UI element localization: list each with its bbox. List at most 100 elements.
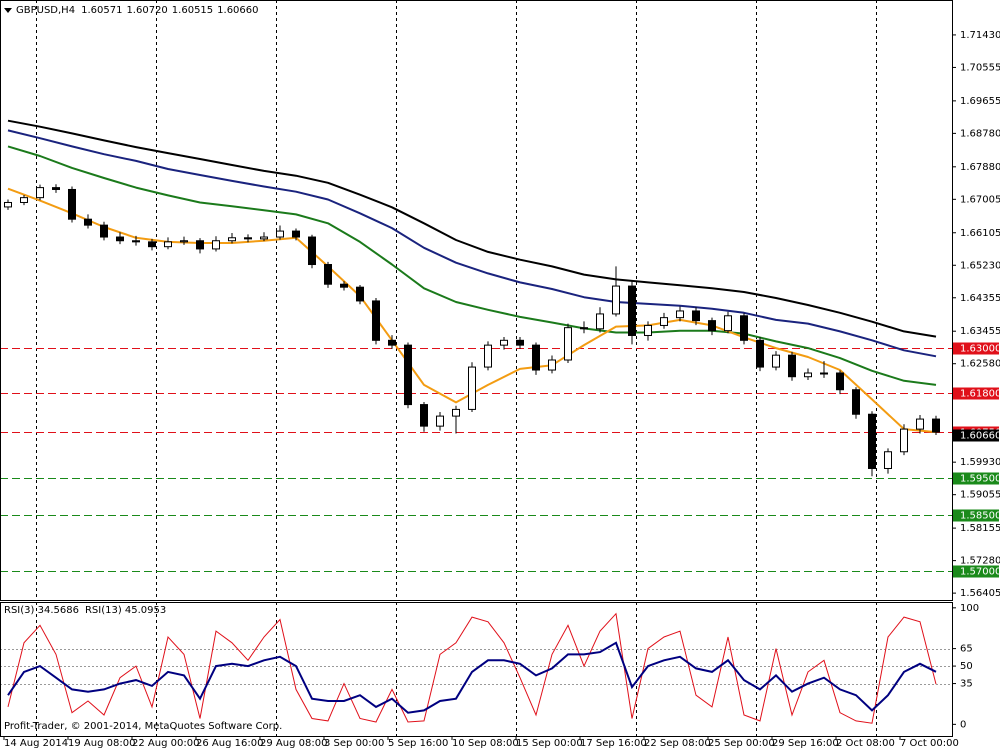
main-frame: [0, 0, 953, 601]
candle-body: [212, 240, 220, 250]
candle-body: [196, 240, 204, 250]
candle-body: [500, 339, 508, 346]
x-tick-label: 14 Aug 2014: [4, 738, 68, 749]
x-tick-label: 3 Sep 00:00: [324, 738, 384, 749]
level-tag: [953, 387, 999, 400]
rsi-y-tick-label: 0: [960, 719, 966, 730]
y-tick-label: 1.68780: [960, 128, 1000, 139]
rsi-y-tick-label: 100: [960, 603, 979, 614]
y-tick-label: 1.64355: [960, 293, 1000, 304]
candle-body: [532, 344, 540, 371]
candle-body: [724, 315, 732, 332]
candle-body: [20, 197, 28, 203]
x-tick-label: 2 Oct 08:00: [836, 738, 895, 749]
rsi-y-tick-label: 65: [960, 644, 973, 655]
x-tick-label: 25 Sep 00:00: [708, 738, 775, 749]
candle-body: [468, 366, 476, 410]
rsi-legend: RSI(3) 34.5686 RSI(13) 45.0953: [4, 605, 166, 616]
candle-body: [356, 286, 364, 302]
candle-body: [308, 236, 316, 266]
level-tag-label: 1.57000: [960, 567, 1000, 578]
candle-body: [276, 230, 284, 238]
y-tick-label: 1.67005: [960, 194, 1000, 205]
y-tick-label: 1.69655: [960, 96, 1000, 107]
level-tag: [953, 342, 999, 355]
rsi-line: [7, 641, 937, 714]
x-tick-label: 15 Sep 00:00: [516, 738, 583, 749]
candle-body: [340, 283, 348, 288]
moving-average: [7, 145, 937, 386]
moving-average: [7, 129, 937, 358]
candle-body: [660, 317, 668, 326]
candle-body: [324, 264, 332, 285]
rsi-frame: [0, 602, 953, 737]
y-tick-label: 1.59930: [960, 457, 1000, 468]
rsi-pane: [0, 612, 952, 724]
candle-body: [596, 313, 604, 330]
header-close: 1.60660: [217, 5, 258, 16]
candle-body: [836, 372, 844, 391]
candle-body: [148, 241, 156, 248]
level-tag: [953, 472, 999, 485]
y-tick-label: 1.59055: [960, 490, 1000, 501]
x-tick-label: 26 Aug 16:00: [196, 738, 263, 749]
level-tag-label: 1.63000: [960, 344, 1000, 355]
candle-body: [244, 237, 252, 240]
candle-body: [628, 285, 636, 336]
level-tag-label: 1.59500: [960, 474, 1000, 485]
candle-body: [644, 324, 652, 336]
candle-body: [516, 339, 524, 346]
candle-body: [900, 428, 908, 453]
grid-layer: [36, 0, 877, 736]
header-open: 1.60571: [81, 5, 122, 16]
candle-body: [916, 418, 924, 430]
candle-body: [884, 451, 892, 469]
candle-body: [564, 327, 572, 361]
rsi-legend-entry: RSI(13) 45.0953: [85, 605, 166, 616]
candle-body: [708, 320, 716, 332]
x-tick-label: 29 Sep 16:00: [772, 738, 839, 749]
candle-body: [164, 241, 172, 248]
x-tick-label: 22 Aug 00:00: [132, 738, 199, 749]
watermark: Profit-Trader, © 2001-2014, MetaQuotes S…: [4, 721, 282, 732]
x-tick-label: 7 Oct 00:00: [900, 738, 959, 749]
candle-body: [260, 236, 268, 240]
x-tick-label: 17 Sep 16:00: [580, 738, 647, 749]
header-low: 1.60515: [172, 5, 213, 16]
rsi-y-tick-label: 35: [960, 679, 973, 690]
candle-body: [612, 285, 620, 315]
header-high: 1.60720: [126, 5, 167, 16]
y-tick-label: 1.65230: [960, 260, 1000, 271]
main-pane: [0, 119, 952, 572]
candle-body: [692, 310, 700, 322]
candle-body: [820, 372, 828, 375]
symbol-title: GBPUSD,H4: [16, 5, 75, 16]
rsi-legend-entry: RSI(3) 34.5686: [4, 605, 79, 616]
candle-body: [452, 408, 460, 417]
y-tick-label: 1.57280: [960, 556, 1000, 567]
candle-body: [772, 354, 780, 368]
y-tick-label: 1.66105: [960, 228, 1000, 239]
candle-body: [484, 344, 492, 368]
candle-body: [420, 404, 428, 427]
symbol-arrow-icon: [4, 8, 12, 13]
bid-tag-label: 1.60660: [960, 431, 1000, 442]
candle-body: [84, 218, 92, 226]
level-tag: [953, 509, 999, 522]
candle-body: [436, 415, 444, 427]
level-tag: [953, 565, 999, 578]
candle-body: [292, 230, 300, 238]
x-tick-label: 19 Aug 08:00: [68, 738, 135, 749]
rsi-y-tick-label: 50: [960, 661, 973, 672]
candle-body: [868, 413, 876, 469]
candle-body: [132, 240, 140, 243]
level-tag-label: 1.58500: [960, 511, 1000, 522]
moving-average: [7, 119, 937, 338]
candle-body: [36, 187, 44, 199]
y-tick-label: 1.58155: [960, 523, 1000, 534]
candle-body: [52, 187, 60, 190]
candle-body: [676, 310, 684, 319]
